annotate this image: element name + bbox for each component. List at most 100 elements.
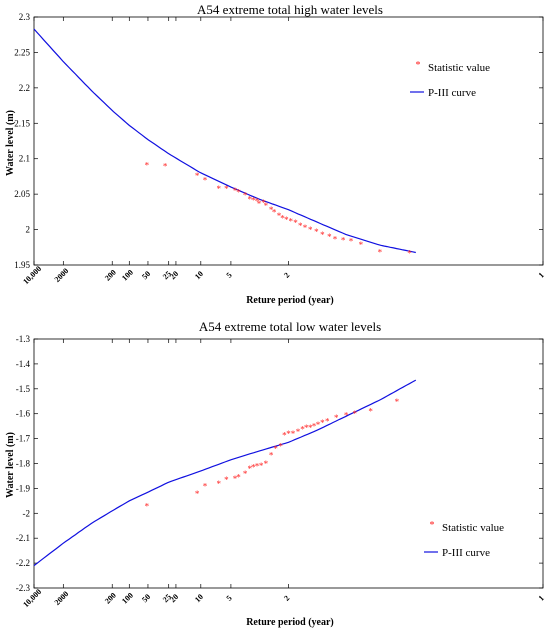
y-axis-label: Water level (m) <box>5 110 16 176</box>
statistic-point: * <box>195 171 200 181</box>
statistic-point: * <box>368 407 373 417</box>
y-tick-label: 1.95 <box>14 260 30 270</box>
statistic-point: * <box>277 211 282 221</box>
y-tick-label: -2.1 <box>16 533 30 543</box>
statistic-point: * <box>293 218 298 228</box>
statistic-point: * <box>320 418 325 428</box>
p3-curve-line <box>33 28 416 254</box>
y-tick-label: -1.7 <box>16 434 31 444</box>
y-tick-label: -2 <box>23 508 31 518</box>
x-tick-label: 2 <box>282 594 291 603</box>
statistic-point: * <box>395 397 400 407</box>
legend-curve-label: P-III curve <box>428 87 476 99</box>
statistic-point: * <box>278 442 283 452</box>
y-tick-label: 2.1 <box>19 154 30 164</box>
y-tick-label: -1.5 <box>16 384 31 394</box>
statistic-point: * <box>359 240 364 250</box>
p3-curve-line <box>33 379 417 567</box>
statistic-point: * <box>259 461 264 471</box>
statistic-point: * <box>378 248 383 258</box>
statistic-point: * <box>308 225 313 235</box>
x-tick-label: 1 <box>537 594 546 603</box>
statistic-point: * <box>327 232 332 242</box>
statistic-point: * <box>325 417 330 427</box>
x-tick-label: 5 <box>225 271 234 280</box>
statistic-point: * <box>314 227 319 237</box>
statistic-point: * <box>216 479 221 489</box>
statistic-point: * <box>243 190 248 200</box>
statistic-point: * <box>195 489 200 499</box>
statistic-point: * <box>248 195 253 205</box>
x-tick-label: 10 <box>193 269 205 281</box>
x-tick-label: 10 <box>193 592 205 604</box>
y-tick-label: -1.8 <box>16 459 31 469</box>
statistic-point: * <box>349 236 354 246</box>
x-tick-label: 5 <box>225 594 234 603</box>
x-tick-label: 200 <box>103 268 118 283</box>
statistic-point: * <box>341 236 346 246</box>
x-axis-label: Reture period (year) <box>246 617 334 628</box>
statistic-point: * <box>344 410 349 420</box>
x-tick-label: 20 <box>168 592 180 604</box>
statistic-point: * <box>334 413 339 423</box>
y-tick-label: 2.3 <box>19 12 31 22</box>
statistic-point: * <box>236 473 241 483</box>
y-tick-label: 2.25 <box>14 47 30 57</box>
y-tick-label: 2.15 <box>14 118 30 128</box>
statistic-point: * <box>145 501 150 511</box>
legend-marker-icon: * <box>430 520 435 531</box>
x-tick-label: 2 <box>282 271 291 280</box>
x-tick-label: 200 <box>103 591 118 606</box>
statistic-point: * <box>264 201 269 211</box>
statistic-point: * <box>352 409 357 419</box>
statistic-point: * <box>233 474 238 484</box>
statistic-point: * <box>255 461 260 471</box>
y-tick-label: -2.3 <box>16 583 31 593</box>
x-tick-label: 50 <box>140 269 152 281</box>
y-tick-label: 2.2 <box>19 83 30 93</box>
high-water-chart: A54 extreme total high water levels Retu… <box>5 2 546 306</box>
y-tick-label: -1.9 <box>16 483 31 493</box>
statistic-point: * <box>224 184 229 194</box>
x-tick-label: 100 <box>120 268 135 283</box>
y-tick-label: -2.2 <box>16 558 30 568</box>
statistic-point: * <box>163 161 168 171</box>
x-tick-label: 2000 <box>53 589 71 607</box>
statistic-point: * <box>243 469 248 479</box>
legend-statistic-label: Statistic value <box>428 62 490 74</box>
statistic-point: * <box>407 248 412 258</box>
statistic-point: * <box>303 223 308 233</box>
x-tick-label: 2000 <box>53 266 71 284</box>
statistic-point: * <box>203 481 208 491</box>
x-axis-label: Reture period (year) <box>246 295 334 306</box>
statistic-point: * <box>291 429 296 439</box>
legend-curve-label: P-III curve <box>442 547 490 559</box>
chart-title: A54 extreme total high water levels <box>197 2 383 17</box>
statistic-point: * <box>203 175 208 185</box>
y-axis-label: Water level (m) <box>5 432 16 498</box>
statistic-point: * <box>320 230 325 240</box>
x-tick-label: 20 <box>168 269 180 281</box>
statistic-point: * <box>298 221 303 231</box>
statistic-point: * <box>269 450 274 460</box>
statistic-point: * <box>273 444 278 454</box>
statistic-point: * <box>261 198 266 208</box>
x-tick-label: 50 <box>140 592 152 604</box>
statistic-point: * <box>308 423 313 433</box>
low-water-chart: A54 extreme total low water levels Retur… <box>5 319 546 628</box>
statistic-point: * <box>312 422 317 432</box>
statistic-point: * <box>284 215 289 225</box>
statistic-point: * <box>264 459 269 469</box>
statistic-point: * <box>216 184 221 194</box>
chart-title: A54 extreme total low water levels <box>199 319 381 334</box>
statistic-point: * <box>233 186 238 196</box>
statistic-point: * <box>304 423 309 433</box>
statistic-point: * <box>251 463 256 473</box>
statistic-point: * <box>269 205 274 215</box>
y-tick-label: -1.3 <box>16 334 31 344</box>
statistic-point: * <box>300 425 305 435</box>
statistic-point: * <box>280 214 285 224</box>
legend-marker-icon: * <box>416 60 421 71</box>
statistic-point: * <box>257 199 262 209</box>
